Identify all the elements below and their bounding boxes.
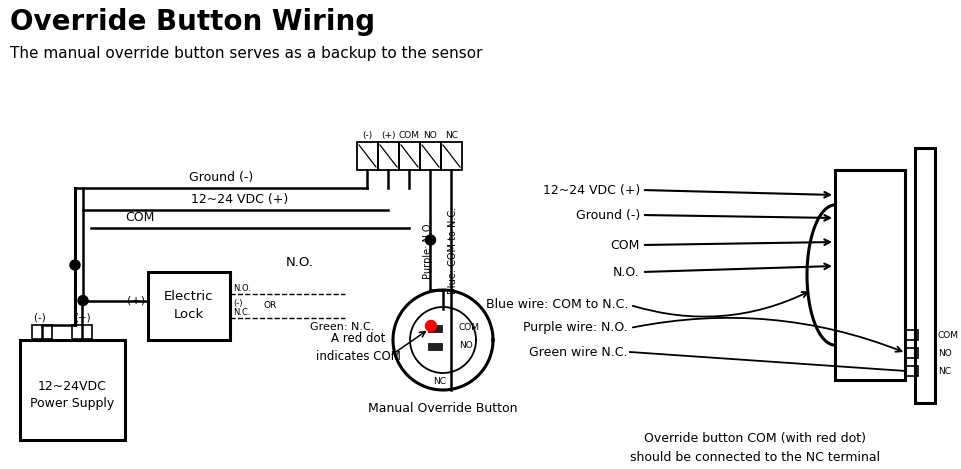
Text: Override button COM (with red dot)
should be connected to the NC terminal: Override button COM (with red dot) shoul… bbox=[629, 432, 879, 464]
Text: COM: COM bbox=[937, 331, 958, 340]
Text: (-): (-) bbox=[35, 312, 49, 322]
Text: COM: COM bbox=[399, 131, 420, 140]
Text: Green wire N.C.: Green wire N.C. bbox=[529, 346, 628, 358]
Text: 12~24 VDC (+): 12~24 VDC (+) bbox=[542, 183, 639, 197]
Text: NO: NO bbox=[423, 131, 437, 140]
Circle shape bbox=[70, 260, 80, 270]
Text: (-): (-) bbox=[362, 131, 372, 140]
Bar bbox=[428, 325, 441, 332]
Text: COM: COM bbox=[610, 239, 639, 251]
Bar bbox=[148, 272, 230, 340]
Bar bbox=[905, 330, 917, 340]
Text: NO: NO bbox=[937, 348, 950, 357]
Bar bbox=[357, 142, 378, 170]
Text: Manual Override Button: Manual Override Button bbox=[368, 402, 517, 415]
Text: 12~24VDC
Power Supply: 12~24VDC Power Supply bbox=[31, 379, 114, 410]
Text: N.O.: N.O. bbox=[233, 284, 251, 293]
Text: The manual override button serves as a backup to the sensor: The manual override button serves as a b… bbox=[10, 46, 482, 61]
Text: N.C.: N.C. bbox=[233, 308, 250, 317]
Text: NC: NC bbox=[433, 378, 446, 386]
Text: (+): (+) bbox=[381, 131, 395, 140]
Text: Ground (-): Ground (-) bbox=[575, 209, 639, 221]
Bar bbox=[20, 340, 125, 440]
Bar bbox=[420, 142, 440, 170]
Text: A red dot
indicates COM: A red dot indicates COM bbox=[315, 333, 400, 363]
Bar bbox=[440, 142, 461, 170]
Bar bbox=[378, 142, 399, 170]
Text: Ground (-): Ground (-) bbox=[189, 171, 253, 184]
Text: Override Button Wiring: Override Button Wiring bbox=[10, 8, 375, 36]
Text: OR: OR bbox=[263, 302, 277, 310]
Text: COM: COM bbox=[125, 211, 154, 224]
Bar bbox=[72, 325, 92, 339]
Text: NC: NC bbox=[445, 131, 457, 140]
Circle shape bbox=[425, 320, 436, 332]
Text: N.O.: N.O. bbox=[612, 265, 639, 279]
Bar bbox=[905, 366, 917, 376]
Text: Purple: N.O.: Purple: N.O. bbox=[423, 221, 433, 279]
Text: (+): (+) bbox=[127, 295, 145, 306]
Text: NO: NO bbox=[458, 341, 472, 350]
Bar bbox=[834, 170, 904, 380]
Bar bbox=[399, 142, 420, 170]
Text: Electric
Lock: Electric Lock bbox=[164, 290, 213, 322]
Text: Blue: COM to N.C.: Blue: COM to N.C. bbox=[448, 206, 458, 294]
Text: (-): (-) bbox=[233, 299, 242, 308]
Bar bbox=[905, 348, 917, 358]
Text: NC: NC bbox=[937, 366, 950, 376]
Text: Blue wire: COM to N.C.: Blue wire: COM to N.C. bbox=[485, 298, 628, 311]
Circle shape bbox=[78, 295, 87, 306]
Text: N.O.: N.O. bbox=[285, 256, 313, 268]
Text: COM: COM bbox=[458, 324, 480, 333]
Text: 12~24 VDC (+): 12~24 VDC (+) bbox=[191, 193, 288, 206]
Text: Green: N.C.: Green: N.C. bbox=[309, 322, 374, 332]
Text: Purple wire: N.O.: Purple wire: N.O. bbox=[523, 322, 628, 334]
Text: (+): (+) bbox=[74, 312, 90, 322]
Bar bbox=[428, 343, 441, 350]
Bar bbox=[914, 148, 934, 403]
Bar bbox=[32, 325, 52, 339]
Circle shape bbox=[425, 235, 435, 245]
